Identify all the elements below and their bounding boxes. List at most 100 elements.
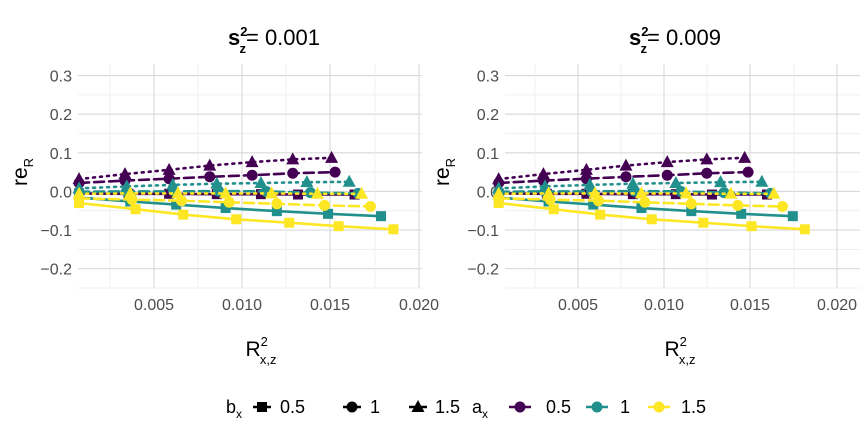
legend-b-key-0 (253, 402, 271, 412)
data-point (620, 171, 632, 183)
data-point (287, 167, 299, 179)
data-point (171, 199, 182, 210)
data-point (210, 176, 224, 189)
data-point (220, 203, 231, 214)
series-a1-b1.5 (492, 174, 769, 194)
legend-b-label-1: 1 (370, 397, 380, 417)
data-point (310, 186, 324, 199)
panel-2-y-axis-title: reR (431, 158, 458, 186)
legend-a-label-0: 0.5 (546, 397, 571, 417)
data-point (271, 198, 283, 210)
data-point (388, 224, 399, 235)
y-tick-label: 0.1 (50, 146, 72, 163)
y-tick-label: 0.3 (477, 69, 499, 86)
data-point (118, 167, 132, 180)
data-point (245, 155, 259, 168)
data-point (776, 201, 788, 213)
y-tick-label: −0.1 (467, 223, 499, 240)
data-point (686, 206, 697, 217)
legend-key-marker (346, 401, 358, 413)
data-point (300, 175, 314, 188)
data-point (492, 186, 506, 199)
data-point (72, 186, 86, 199)
data-point (178, 209, 189, 220)
legend-b-label-2: 1.5 (435, 397, 460, 417)
data-point (166, 177, 180, 190)
series-a0.5-b1.5 (492, 150, 752, 185)
data-point (204, 171, 216, 183)
data-point (219, 186, 233, 199)
data-point (548, 204, 559, 215)
y-tick-label: 0.2 (50, 107, 72, 124)
legend-b-label-0: 0.5 (280, 397, 305, 417)
gridlines (505, 64, 860, 289)
data-point (700, 152, 714, 165)
panel-1-plot-area: −0.2 −0.1 0.0 0.1 0.2 0.3 0.005 0.010 0.015 0.020 (40, 64, 439, 314)
data-point (333, 221, 344, 232)
data-point (342, 174, 356, 187)
x-tick-label: 0.005 (134, 297, 174, 314)
y-tick-label: 0.0 (50, 184, 72, 201)
data-point (698, 217, 709, 228)
legend-b-key-2 (409, 400, 427, 412)
legend-key-marker (514, 401, 526, 413)
x-tick-label: 0.015 (310, 297, 350, 314)
data-point (755, 174, 769, 187)
legend-b-title: bx (226, 397, 242, 421)
data-point (595, 209, 606, 220)
data-point (714, 175, 728, 188)
y-tick-label: −0.1 (40, 223, 72, 240)
data-point (746, 221, 757, 232)
data-point (284, 217, 295, 228)
data-point (223, 196, 235, 208)
panel-2: s2 z= 0.009 −0.2−0.10.00.10.20.30.005 0.01… (431, 24, 860, 367)
x-tick-label: 0.015 (730, 297, 770, 314)
series-a1.5-b1.5 (492, 186, 781, 199)
data-point (701, 167, 713, 179)
panel-1: s2 z= 0.001 −0.2 −0.1 0.0 0.1 0.2 0.3 0.005 0.01… (9, 24, 439, 367)
data-point (661, 169, 673, 181)
data-point (636, 203, 647, 214)
data-point (738, 150, 752, 163)
data-point (736, 208, 747, 219)
y-tick-label: 0.3 (50, 69, 72, 86)
legend-a-label-1: 1 (620, 397, 630, 417)
data-point (319, 199, 331, 211)
legend-a-key-2 (648, 401, 670, 413)
data-point (325, 150, 339, 163)
data-point (626, 176, 640, 189)
data-point (265, 186, 279, 199)
legend: bx ax 0.5 1 1.5 0.5 1 1.5 (226, 397, 706, 421)
data-point (799, 224, 810, 235)
panel-1-x-axis-title: R2 x,z (245, 334, 276, 367)
x-tick-label: 0.010 (222, 297, 262, 314)
data-point (732, 199, 744, 211)
legend-key-marker (591, 401, 603, 413)
data-point (203, 158, 217, 171)
panel-2-title: s2 z= 0.009 (629, 24, 721, 56)
data-point (376, 211, 387, 222)
data-point (355, 186, 369, 199)
x-tick-label: 0.010 (644, 297, 684, 314)
data-point (162, 162, 176, 175)
data-point (634, 186, 648, 199)
data-point (323, 208, 334, 219)
panel-1-y-axis-title: reR (9, 158, 36, 186)
data-point (123, 186, 137, 199)
legend-a-key-1 (586, 401, 608, 413)
data-point (669, 175, 683, 188)
data-point (364, 201, 376, 213)
y-tick-label: 0.1 (477, 146, 499, 163)
x-tick-label: 0.020 (817, 297, 857, 314)
y-tick-label: 0.2 (477, 107, 499, 124)
data-point (72, 172, 86, 185)
data-point (171, 186, 185, 199)
data-point (286, 152, 300, 165)
data-point (588, 186, 602, 199)
data-point (742, 166, 754, 178)
data-point (660, 155, 674, 168)
legend-key-marker (653, 401, 665, 413)
data-point (246, 169, 258, 181)
panel-1-title: s2 z= 0.001 (228, 24, 320, 56)
